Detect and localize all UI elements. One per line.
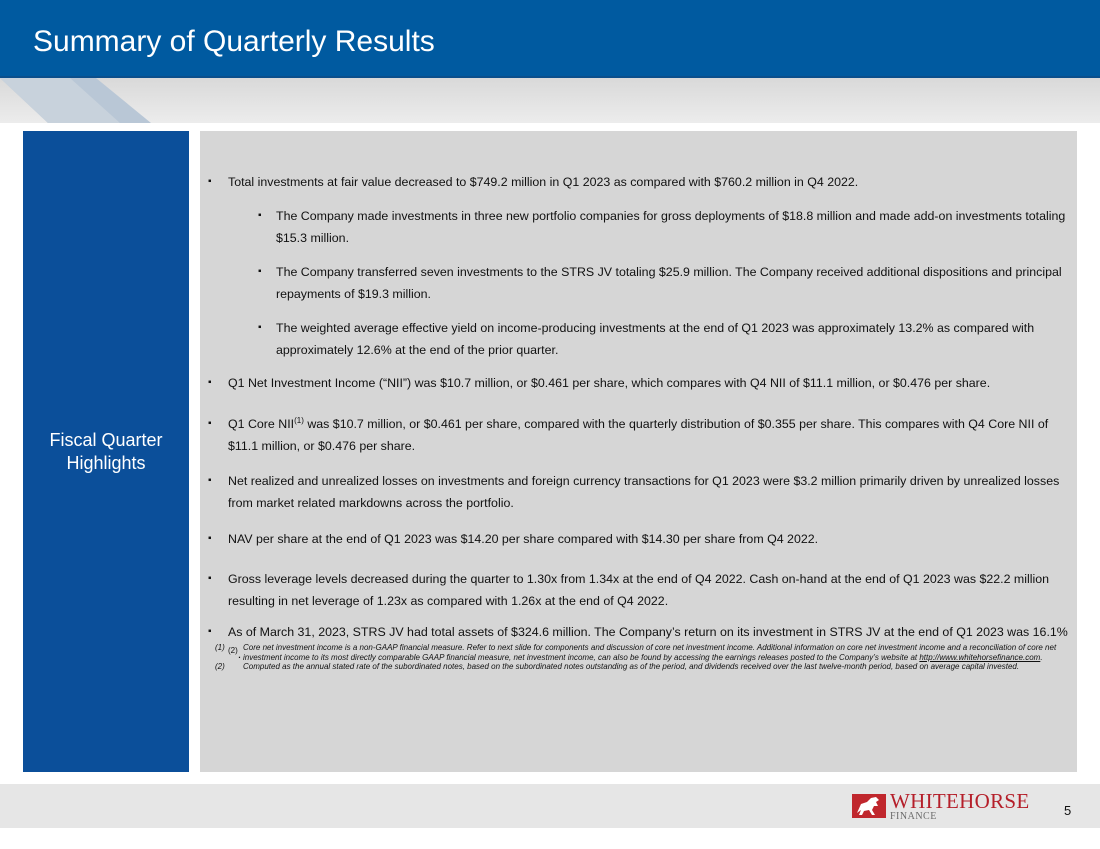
slide-footer [0,784,1100,828]
highlights-panel: Total investments at fair value decrease… [200,131,1077,772]
bullet-item: Gross leverage levels decreased during t… [208,568,1068,612]
page-number: 5 [1064,803,1072,818]
page-title: Summary of Quarterly Results [33,25,435,58]
horse-logo-icon [852,794,886,818]
slide-header: Summary of Quarterly Results [0,0,1100,78]
logo-subtext: FINANCE [890,811,937,822]
bullet-item: Q1 Net Investment Income (“NII”) was $10… [208,372,1068,394]
bullet-item: NAV per share at the end of Q1 2023 was … [208,528,1068,550]
footnotes: (1) Core net investment income is a non-… [215,643,1065,672]
sub-bullet-item: The weighted average effective yield on … [258,317,1066,361]
sub-bullet-item: The Company made investments in three ne… [258,205,1066,249]
header-accent-band [0,78,1100,123]
bullet-item: As of March 31, 2023, STRS JV had total … [208,621,1068,665]
decorative-chevron-icon [0,78,151,123]
bullet-item: Net realized and unrealized losses on in… [208,470,1068,514]
bullet-item: Q1 Core NII(1) was $10.7 million, or $0.… [208,413,1068,457]
company-logo: WHITEHORSE FINANCE [852,789,1042,825]
sidebar-label: Fiscal Quarter Highlights [49,430,163,473]
sub-bullet-item: The Company transferred seven investment… [258,261,1066,305]
header-divider [0,76,1100,78]
website-link[interactable]: http://www.whitehorsefinance.com [919,652,1041,662]
sidebar-panel: Fiscal Quarter Highlights [23,131,189,772]
footnote-item: (1) Core net investment income is a non-… [215,643,1057,662]
footnote-item: (2) Computed as the annual stated rate o… [215,662,1020,671]
bullet-item: Total investments at fair value decrease… [208,171,1068,193]
logo-wordmark: WHITEHORSE [890,789,1030,813]
